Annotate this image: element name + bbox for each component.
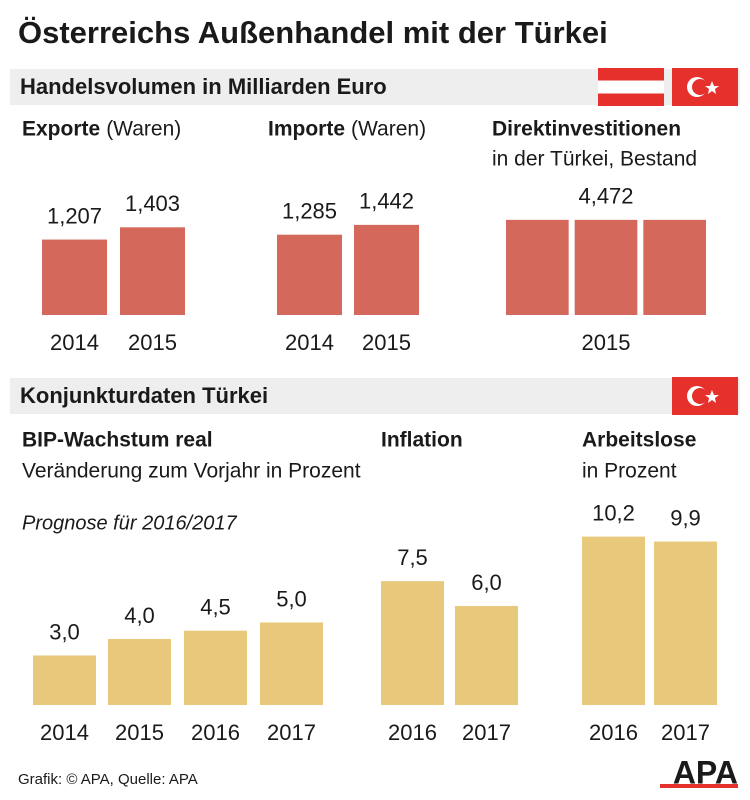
- value-label: 6,0: [471, 570, 502, 595]
- value-label: 7,5: [397, 545, 428, 570]
- bar: [582, 536, 645, 705]
- value-label: 4,5: [200, 595, 231, 620]
- x-tick-label: 2016: [589, 720, 638, 745]
- chart-title: Importe: [268, 118, 345, 141]
- flag-turkey: [672, 68, 738, 106]
- bar: [277, 234, 342, 315]
- x-tick-label: 2015: [115, 720, 164, 745]
- bar-chart: Inflation 7,5 2016 6,0 2017: [381, 429, 518, 745]
- source: Grafik: © APA, Quelle: APA: [18, 771, 198, 788]
- section-title: Handelsvolumen in Milliarden Euro: [20, 74, 387, 99]
- bar-chart: BIP-Wachstum real Veränderung zum Vorjahr…: [22, 429, 361, 745]
- x-tick-label: 2017: [462, 720, 511, 745]
- section-bar: [10, 378, 740, 414]
- bar-chart: Direktinvestitionen in der Türkei, Bestan…: [492, 118, 706, 355]
- bar: [108, 638, 171, 705]
- value-label: 10,2: [592, 500, 635, 525]
- value-label: 9,9: [670, 505, 701, 530]
- bar: [381, 581, 444, 705]
- flag-turkey: [672, 377, 738, 415]
- value-label: 1,442: [359, 189, 414, 214]
- chart-title: Exporte: [22, 118, 100, 141]
- chart-title: BIP-Wachstum real: [22, 429, 213, 452]
- x-tick-label: 2015: [362, 330, 411, 355]
- logo-line: [660, 784, 738, 788]
- chart-subtitle: Veränderung zum Vorjahr in Prozent: [22, 460, 361, 483]
- bar: [120, 227, 185, 315]
- value-label: 1,403: [125, 191, 180, 216]
- x-tick-label: 2017: [661, 720, 710, 745]
- bar: [184, 630, 247, 705]
- x-tick-label: 2017: [267, 720, 316, 745]
- value-label: 5,0: [276, 586, 307, 611]
- chart-title: Direktinvestitionen: [492, 118, 681, 141]
- bar-chart: Arbeitslose in Prozent 10,2 2016 9,9 2017: [582, 429, 717, 745]
- bar-chart: Importe (Waren) 1,285 2014 1,442 2015: [268, 118, 426, 355]
- section-title: Konjunkturdaten Türkei: [20, 383, 268, 408]
- chart-subtitle: (Waren): [106, 118, 181, 141]
- bar: [33, 655, 96, 705]
- x-tick-label: 2014: [50, 330, 99, 355]
- chart-note: Prognose für 2016/2017: [22, 512, 237, 534]
- chart-title: Inflation: [381, 429, 463, 452]
- x-tick-label: 2016: [191, 720, 240, 745]
- chart-subtitle: (Waren): [351, 118, 426, 141]
- x-tick-label: 2015: [128, 330, 177, 355]
- x-tick-label: 2014: [40, 720, 89, 745]
- bar: [506, 219, 569, 315]
- bar: [574, 219, 638, 315]
- chart-subtitle: in der Türkei, Bestand: [492, 148, 697, 171]
- value-label: 1,207: [47, 203, 102, 228]
- title: Österreichs Außenhandel mit der Türkei: [18, 15, 608, 50]
- x-tick-label: 2014: [285, 330, 334, 355]
- bar: [354, 224, 419, 315]
- x-tick-label: 2016: [388, 720, 437, 745]
- chart-subtitle: in Prozent: [582, 460, 677, 483]
- x-tick-label: 2015: [582, 330, 631, 355]
- bar-chart: Exporte (Waren) 1,207 2014 1,403 2015: [22, 118, 185, 355]
- value-label: 4,0: [124, 603, 155, 628]
- bar: [42, 239, 107, 315]
- value-label: 1,285: [282, 199, 337, 224]
- bar: [643, 219, 706, 315]
- bar: [260, 622, 323, 705]
- chart-title: Arbeitslose: [582, 429, 696, 452]
- value-label: 4,472: [578, 184, 633, 209]
- bar: [455, 605, 518, 705]
- bar: [654, 541, 717, 705]
- flag-austria: [598, 68, 664, 106]
- value-label: 3,0: [49, 619, 80, 644]
